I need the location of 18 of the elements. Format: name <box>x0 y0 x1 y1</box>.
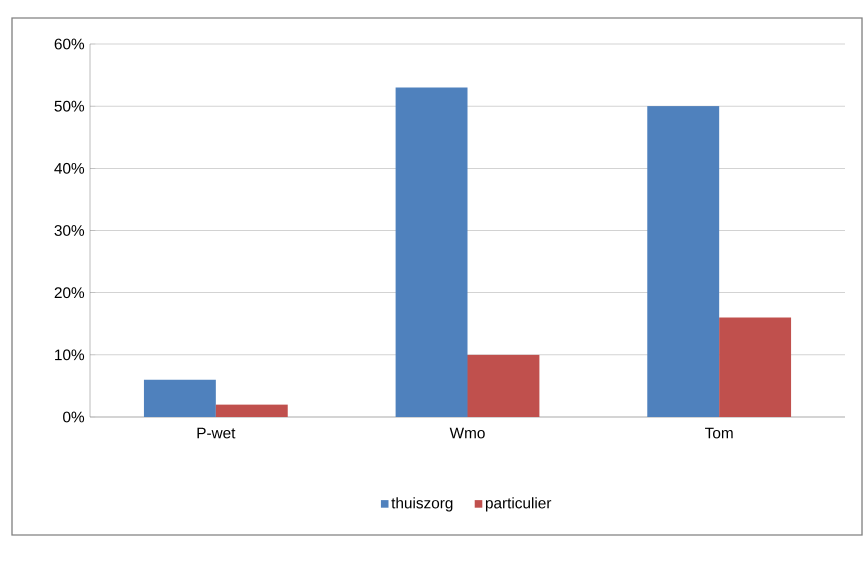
y-tick-label: 30% <box>54 225 84 236</box>
y-tick-label: 0% <box>63 412 84 422</box>
bar <box>719 318 792 418</box>
legend-label: thuiszorg <box>391 497 452 512</box>
x-tick-label: P-wet <box>197 428 236 438</box>
y-tick-label: 20% <box>54 287 84 298</box>
bar <box>216 404 288 418</box>
bar <box>396 88 468 418</box>
legend-label: particulier <box>486 497 552 512</box>
y-tick-label: 50% <box>54 100 84 112</box>
bar <box>144 380 216 418</box>
y-tick-label: 60% <box>54 38 84 50</box>
y-tick-label: 40% <box>54 162 84 174</box>
y-tick-label: 10% <box>55 349 84 360</box>
bar <box>647 106 720 418</box>
x-tick-label: Wmo <box>450 428 485 438</box>
x-tick-label: Tom <box>705 428 733 438</box>
bar <box>468 354 540 418</box>
